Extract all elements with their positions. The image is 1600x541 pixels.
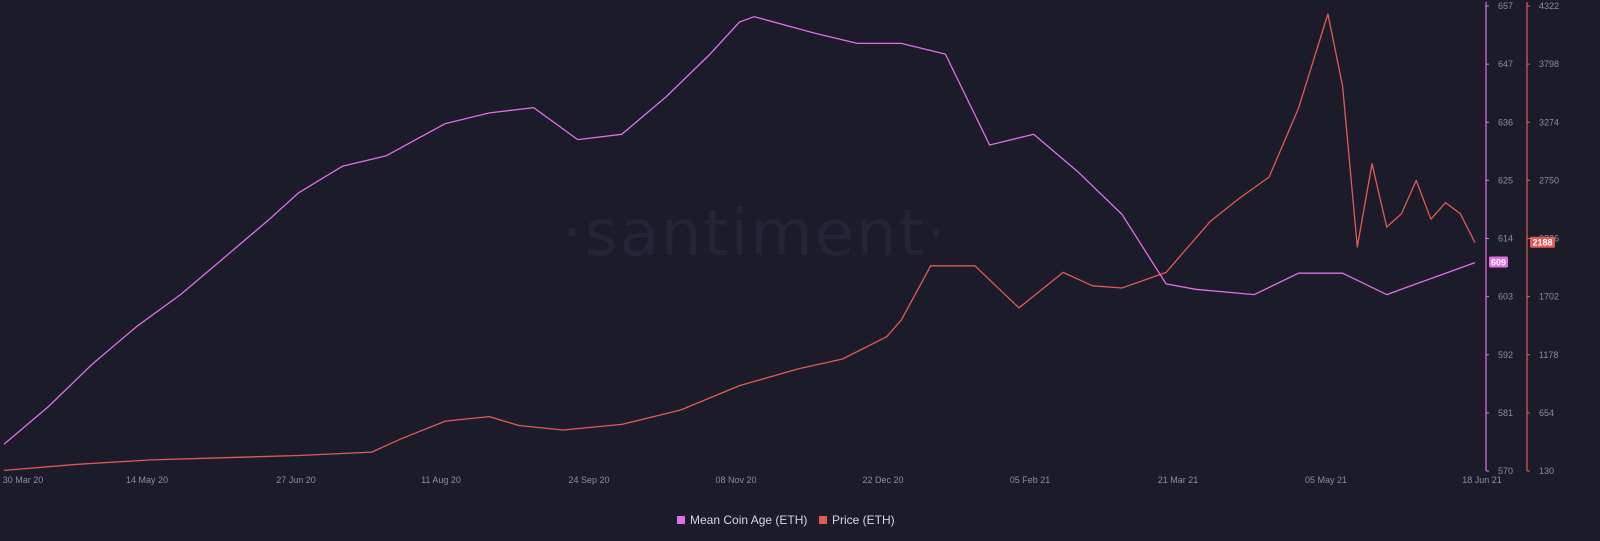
coin-age-last-value-badge-bg (1489, 256, 1508, 268)
x-tick-label: 08 Nov 20 (715, 475, 756, 485)
coin-age-last-value-badge-text: 609 (1491, 258, 1506, 268)
price-tick-label: 1702 (1539, 292, 1559, 302)
x-tick-label: 21 Mar 21 (1158, 475, 1199, 485)
x-tick-label: 22 Dec 20 (862, 475, 903, 485)
legend: Mean Coin Age (ETH) Price (ETH) (677, 513, 895, 527)
price-tick-label: 130 (1539, 466, 1554, 476)
legend-label: Mean Coin Age (ETH) (690, 513, 807, 527)
coin-age-tick-label: 603 (1498, 292, 1513, 302)
price-series-line (3, 13, 1476, 472)
watermark: ·santiment· (562, 197, 948, 271)
x-axis: 30 Mar 20 14 May 20 27 Jun 20 11 Aug 20 24 S… (3, 475, 1502, 485)
x-tick-label: 18 Jun 21 (1462, 475, 1502, 485)
legend-label: Price (ETH) (832, 513, 895, 527)
coin-age-tick-label: 636 (1498, 117, 1513, 127)
price-tick-label: 4322 (1539, 1, 1559, 11)
price-last-value-badge-text: 2188 (1532, 238, 1552, 248)
x-tick-label: 30 Mar 20 (3, 475, 44, 485)
coin-age-tick-label: 581 (1498, 408, 1513, 418)
coin-age-tick-label: 657 (1498, 1, 1513, 11)
x-tick-label: 27 Jun 20 (276, 475, 316, 485)
price-tick-label: 3798 (1539, 59, 1559, 69)
price-tick-label: 654 (1539, 408, 1554, 418)
coin-age-tick-label: 570 (1498, 466, 1513, 476)
x-tick-label: 05 Feb 21 (1010, 475, 1051, 485)
coin-age-tick-label: 592 (1498, 350, 1513, 360)
coin-age-tick-label: 647 (1498, 59, 1513, 69)
coin-age-tick-label: 614 (1498, 234, 1513, 244)
coin-age-series-line (3, 16, 1476, 445)
series-layer (3, 13, 1476, 472)
price-tick-label: 1178 (1539, 350, 1558, 360)
coin-age-tick-label: 625 (1498, 175, 1513, 185)
legend-swatch (819, 516, 827, 524)
price-last-value-badge-bg (1530, 236, 1555, 248)
y-axis-coin-age: 657 647 636 625 614 603 592 581 570 (1485, 1, 1513, 476)
x-tick-label: 11 Aug 20 (421, 475, 461, 485)
x-tick-label: 24 Sep 20 (568, 475, 609, 485)
legend-swatch (677, 516, 685, 524)
price-tick-label: 3274 (1539, 117, 1559, 127)
x-tick-label: 05 May 21 (1305, 475, 1347, 485)
price-tick-label: 2750 (1539, 175, 1559, 185)
x-tick-label: 14 May 20 (126, 475, 168, 485)
value-badges: 609 2188 (1489, 236, 1555, 268)
